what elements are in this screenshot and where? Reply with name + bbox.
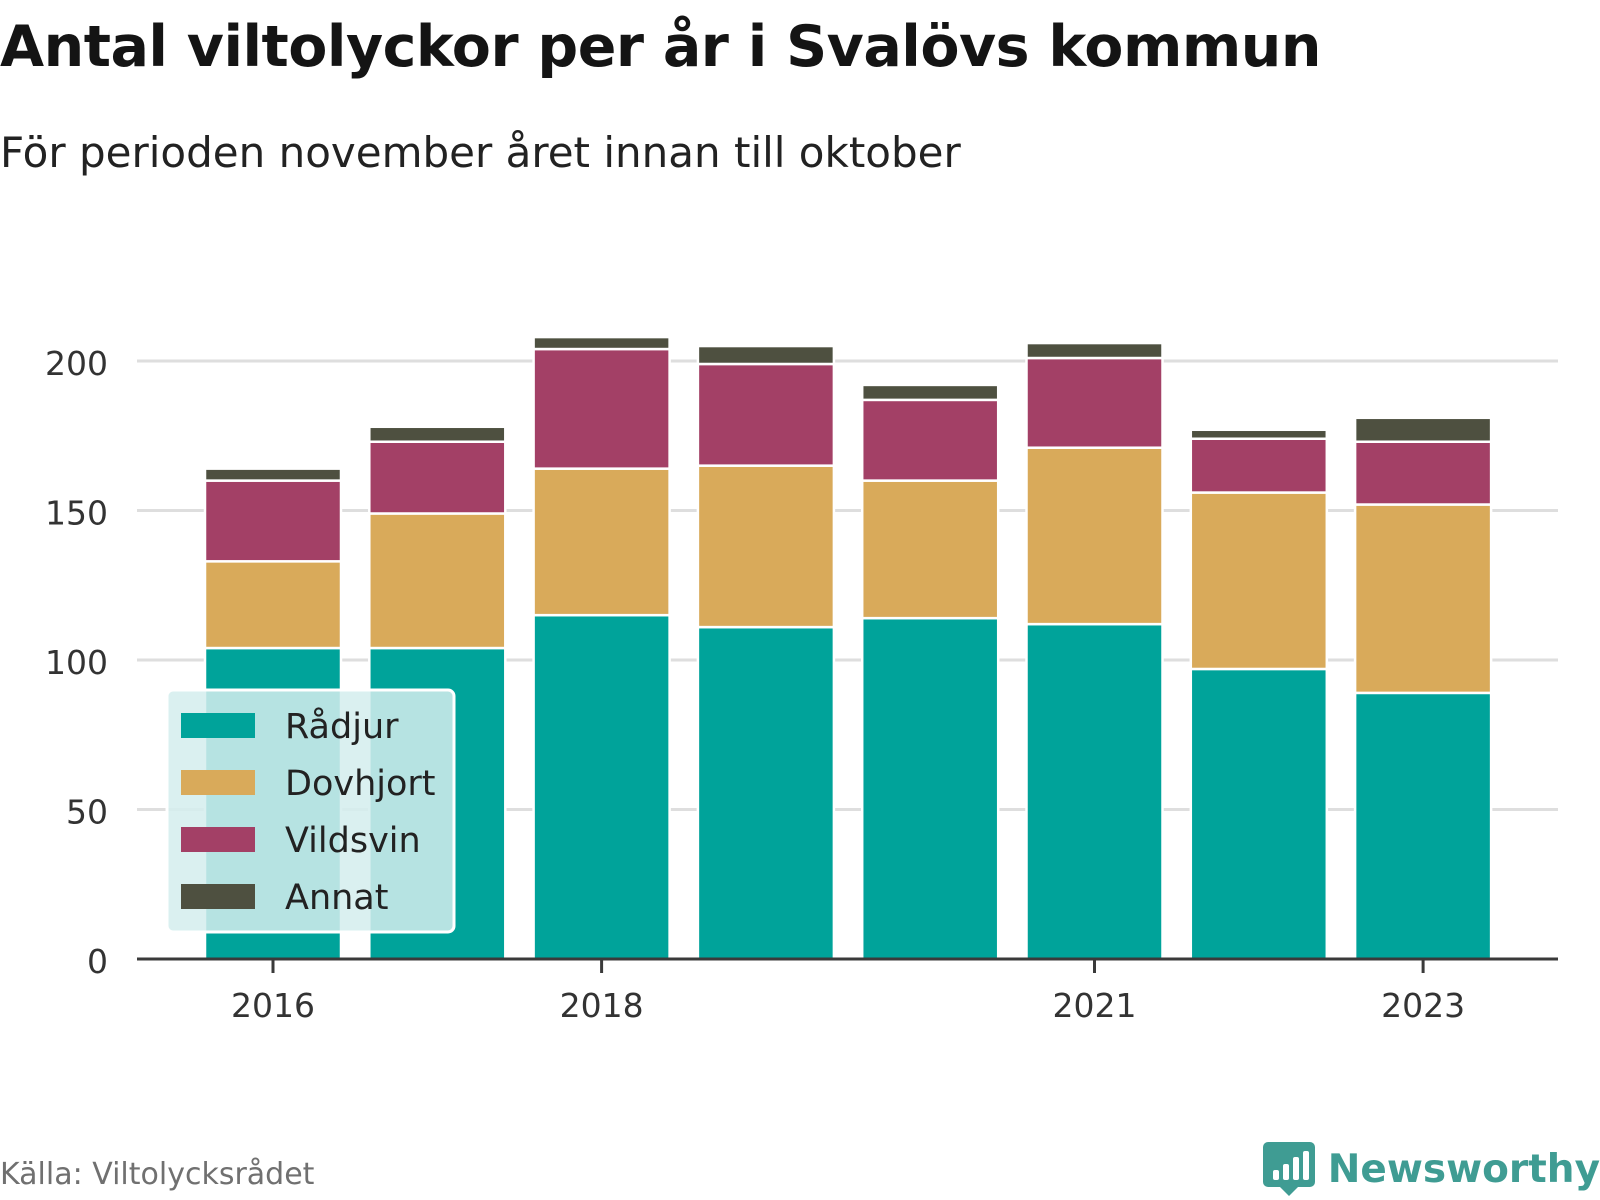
bar-segment[interactable] [368, 440, 507, 515]
source-note: Källa: Viltolycksrådet [0, 1157, 315, 1192]
bar-stack-2023[interactable] [1353, 416, 1493, 961]
bar-segment[interactable] [368, 512, 507, 650]
y-tick-label: 150 [45, 494, 108, 533]
bar-segment[interactable] [203, 479, 343, 563]
x-tick-label: 2016 [231, 986, 315, 1025]
bar-stack-2019[interactable] [696, 344, 836, 961]
bar-segment[interactable] [1353, 416, 1493, 443]
legend-item[interactable]: Vildsvin [181, 821, 421, 861]
legend-swatch [181, 713, 255, 738]
bar-segment[interactable] [1189, 491, 1329, 671]
legend-item[interactable]: Dovhjort [181, 764, 436, 804]
bar-segment[interactable] [860, 383, 1000, 402]
bar-segment[interactable] [1353, 440, 1493, 506]
bar-segment[interactable] [1189, 667, 1329, 961]
bar-segment[interactable] [1025, 341, 1164, 360]
bar-stack-2020[interactable] [860, 383, 1000, 961]
bar-segment[interactable] [1025, 446, 1164, 626]
brand-name: Newsworthy [1327, 1146, 1600, 1192]
bar-segment[interactable] [696, 344, 836, 366]
x-tick-label: 2023 [1381, 986, 1465, 1025]
legend-swatch [181, 770, 255, 795]
x-tick-label: 2021 [1053, 986, 1137, 1025]
y-tick-label: 0 [87, 942, 108, 981]
legend-label: Vildsvin [285, 821, 421, 861]
x-tick-label: 2018 [560, 986, 644, 1025]
legend-swatch [181, 827, 255, 852]
bar-segment[interactable] [1189, 437, 1329, 494]
bar-segment[interactable] [696, 464, 836, 629]
stacked-bar-chart: 0 50 100 150 200 2016 2018 2021 2023 Rådjur Dovhj… [45, 335, 1558, 1025]
legend-label: Dovhjort [285, 764, 436, 804]
bar-segment[interactable] [532, 335, 671, 351]
bar-segment[interactable] [1189, 428, 1329, 440]
bar-segment[interactable] [532, 467, 671, 617]
bar-segment[interactable] [1025, 622, 1164, 961]
bar-segment[interactable] [1353, 691, 1493, 961]
bar-segment[interactable] [203, 467, 343, 482]
bar-segment[interactable] [696, 362, 836, 467]
bar-segment[interactable] [1353, 503, 1493, 695]
bar-segment[interactable] [860, 616, 1000, 961]
legend-swatch [181, 884, 255, 909]
y-tick-label: 50 [66, 793, 108, 832]
bar-segment[interactable] [696, 625, 836, 961]
legend-label: Rådjur [285, 706, 399, 747]
legend-item[interactable]: Rådjur [181, 706, 399, 747]
bar-segment[interactable] [532, 613, 671, 961]
bar-segment[interactable] [860, 479, 1000, 620]
legend-box [165, 688, 456, 934]
bar-segment[interactable] [860, 398, 1000, 482]
y-tick-label: 100 [45, 643, 108, 682]
newsworthy-logo-icon [1262, 1142, 1315, 1196]
bar-segment[interactable] [203, 560, 343, 650]
legend-label: Annat [285, 878, 388, 918]
bar-stack-2021[interactable] [1025, 341, 1164, 961]
y-tick-label: 200 [45, 344, 108, 383]
bar-segment[interactable] [1025, 356, 1164, 449]
bar-stack-2018[interactable] [532, 335, 671, 961]
chart-subtitle: För perioden november året innan till ok… [0, 128, 961, 177]
legend-item[interactable]: Annat [181, 878, 388, 918]
bar-segment[interactable] [368, 425, 507, 443]
brand[interactable]: Newsworthy [1262, 1140, 1600, 1198]
chart-title: Antal viltolyckor per år i Svalövs kommu… [0, 14, 1321, 80]
bar-stack-2022[interactable] [1189, 428, 1329, 961]
bar-segment[interactable] [532, 347, 671, 470]
